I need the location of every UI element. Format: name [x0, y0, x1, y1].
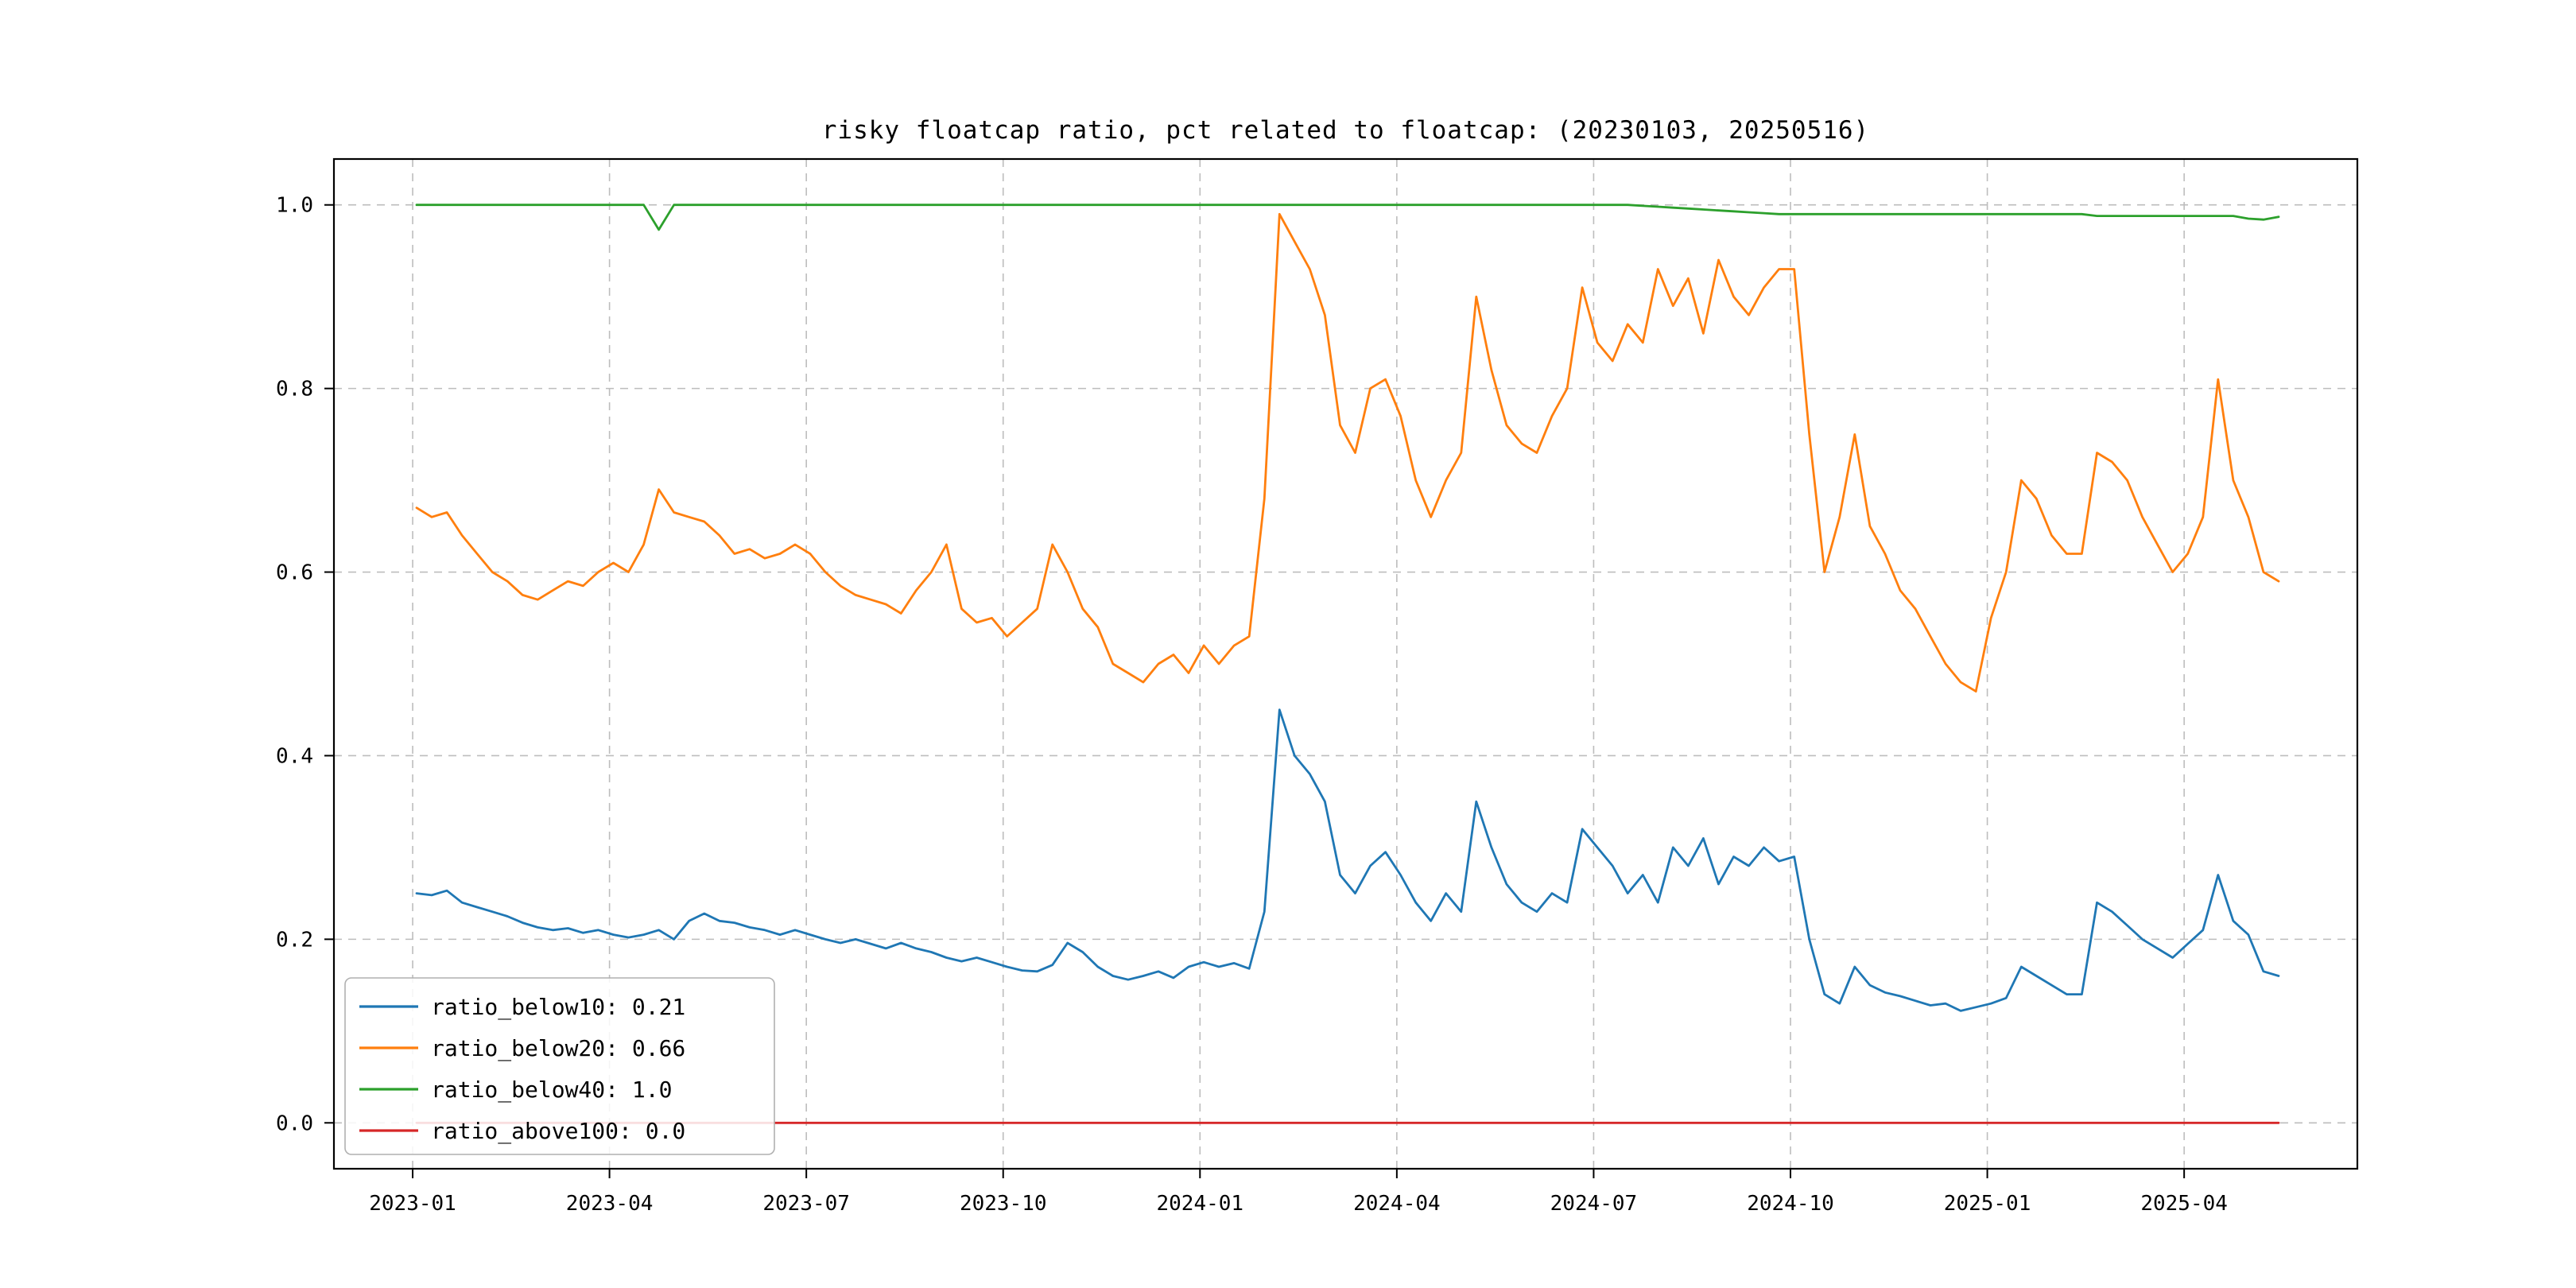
y-tick-label: 0.6 [276, 561, 313, 585]
x-tick-label: 2024-10 [1747, 1192, 1834, 1216]
x-tick-label: 2024-07 [1550, 1192, 1638, 1216]
x-tick-label: 2024-01 [1157, 1192, 1244, 1216]
legend-label-ratio_below40: ratio_below40: 1.0 [431, 1077, 672, 1104]
legend-label-ratio_above100: ratio_above100: 0.0 [431, 1118, 685, 1145]
series-line-ratio_below10 [415, 708, 2280, 1012]
series-line-ratio_below40 [415, 204, 2280, 231]
series-line-ratio_below20 [415, 212, 2280, 692]
legend-label-ratio_below20: ratio_below20: 0.66 [431, 1035, 685, 1062]
x-tick-label: 2023-01 [369, 1192, 456, 1216]
y-tick-label: 0.2 [276, 928, 313, 952]
chart-title: risky floatcap ratio, pct related to flo… [821, 116, 1870, 145]
y-tick-label: 0.0 [276, 1111, 313, 1135]
legend-label-ratio_below10: ratio_below10: 0.21 [431, 994, 685, 1021]
x-tick-label: 2023-07 [762, 1192, 850, 1216]
axes-frame [332, 157, 2359, 1170]
legend-box [344, 977, 775, 1155]
y-tick-label: 0.8 [276, 378, 313, 402]
x-tick-label: 2023-04 [566, 1192, 654, 1216]
y-tick-label: 0.4 [276, 744, 313, 768]
x-tick-label: 2025-04 [2140, 1192, 2228, 1216]
x-tick-label: 2025-01 [1944, 1192, 2031, 1216]
x-tick-label: 2024-04 [1353, 1192, 1441, 1216]
y-tick-label: 1.0 [276, 194, 313, 218]
x-tick-label: 2023-10 [960, 1192, 1047, 1216]
